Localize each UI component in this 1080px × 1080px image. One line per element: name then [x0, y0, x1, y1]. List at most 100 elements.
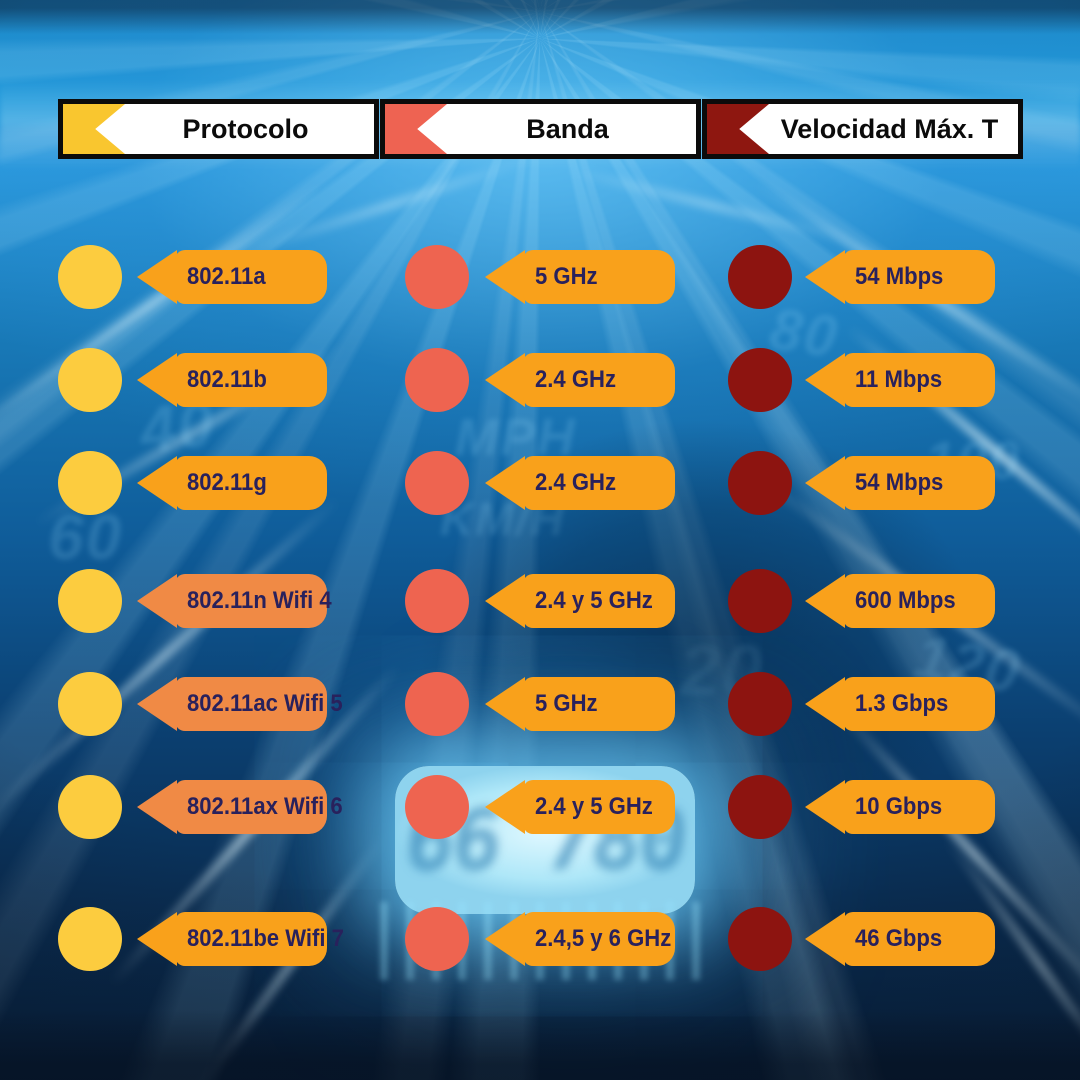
- speed-label: 1.3 Gbps: [855, 690, 949, 717]
- speed-tag: 11 Mbps: [805, 353, 995, 407]
- protocol-label: 802.11g: [187, 469, 267, 496]
- band-bullet: [405, 907, 469, 971]
- column-header-label: Banda: [526, 113, 609, 144]
- protocol-label: 802.11n Wifi 4: [187, 587, 332, 614]
- protocol-tag: 802.11be Wifi 7: [137, 912, 344, 966]
- table-row: 802.11g 2.4 GHz 54 Mbps: [0, 451, 1080, 515]
- speed-tag: 54 Mbps: [805, 250, 995, 304]
- protocol-bullet: [58, 672, 122, 736]
- tag-arrow-icon: [137, 574, 177, 628]
- tag-arrow-icon: [485, 677, 525, 731]
- speed-bullet: [728, 907, 792, 971]
- column-header-label: Protocolo: [182, 113, 309, 144]
- tag-arrow-icon: [805, 912, 845, 966]
- protocol-tag: 802.11ax Wifi 6: [137, 780, 343, 834]
- speed-bullet: [728, 348, 792, 412]
- band-tag: 2.4 y 5 GHz: [485, 780, 675, 834]
- protocol-label: 802.11ac Wifi 5: [187, 690, 343, 717]
- protocol-tag: 802.11g: [137, 456, 327, 510]
- tag-arrow-icon: [805, 780, 845, 834]
- protocol-bullet: [58, 569, 122, 633]
- protocol-bullet: [58, 348, 122, 412]
- band-label: 2.4 GHz: [535, 366, 616, 393]
- tag-arrow-icon: [805, 677, 845, 731]
- protocol-label: 802.11b: [187, 366, 267, 393]
- speed-label: 600 Mbps: [855, 587, 956, 614]
- column-header-velocidad: Velocidad Máx. T: [702, 99, 1023, 159]
- band-label: 5 GHz: [535, 263, 598, 290]
- band-label: 2.4 y 5 GHz: [535, 587, 653, 614]
- band-tag: 2.4 y 5 GHz: [485, 574, 675, 628]
- tag-arrow-icon: [485, 574, 525, 628]
- chevron-left-icon: [707, 104, 769, 154]
- tag-arrow-icon: [485, 780, 525, 834]
- speed-label: 54 Mbps: [855, 263, 944, 290]
- column-header-banda: Banda: [380, 99, 701, 159]
- tag-arrow-icon: [485, 456, 525, 510]
- band-bullet: [405, 569, 469, 633]
- band-tag: 2.4 GHz: [485, 353, 675, 407]
- tag-arrow-icon: [805, 353, 845, 407]
- speed-bullet: [728, 672, 792, 736]
- tag-arrow-icon: [485, 250, 525, 304]
- speed-bullet: [728, 775, 792, 839]
- protocol-tag: 802.11a: [137, 250, 327, 304]
- band-label: 2.4 y 5 GHz: [535, 793, 653, 820]
- band-bullet: [405, 245, 469, 309]
- band-bullet: [405, 348, 469, 412]
- speed-label: 46 Gbps: [855, 925, 943, 952]
- tag-arrow-icon: [137, 912, 177, 966]
- speed-bullet: [728, 451, 792, 515]
- tag-arrow-icon: [137, 456, 177, 510]
- chevron-left-icon: [385, 104, 447, 154]
- column-header-label: Velocidad Máx. T: [780, 113, 999, 144]
- chevron-left-icon: [63, 104, 125, 154]
- table-row: 802.11b 2.4 GHz 11 Mbps: [0, 348, 1080, 412]
- speed-label: 10 Gbps: [855, 793, 943, 820]
- speed-tag: 1.3 Gbps: [805, 677, 995, 731]
- band-label: 2.4,5 y 6 GHz: [535, 925, 672, 952]
- speed-bullet: [728, 569, 792, 633]
- band-bullet: [405, 775, 469, 839]
- speed-tag: 10 Gbps: [805, 780, 995, 834]
- protocol-bullet: [58, 451, 122, 515]
- protocol-label: 802.11ax Wifi 6: [187, 793, 343, 820]
- band-tag: 2.4 GHz: [485, 456, 675, 510]
- table-row: 802.11a 5 GHz 54 Mbps: [0, 245, 1080, 309]
- protocol-bullet: [58, 245, 122, 309]
- tag-arrow-icon: [485, 353, 525, 407]
- protocol-tag: 802.11b: [137, 353, 327, 407]
- table-row: 802.11ax Wifi 6 2.4 y 5 GHz 10 Gbps: [0, 775, 1080, 839]
- band-bullet: [405, 451, 469, 515]
- protocol-tag: 802.11ac Wifi 5: [137, 677, 343, 731]
- table-row: 802.11n Wifi 4 2.4 y 5 GHz 600 Mbps: [0, 569, 1080, 633]
- band-label: 2.4 GHz: [535, 469, 616, 496]
- protocol-tag: 802.11n Wifi 4: [137, 574, 332, 628]
- band-tag: 5 GHz: [485, 677, 675, 731]
- speed-tag: 600 Mbps: [805, 574, 995, 628]
- band-tag: 2.4,5 y 6 GHz: [485, 912, 675, 966]
- tag-arrow-icon: [485, 912, 525, 966]
- table-row: 802.11ac Wifi 5 5 GHz 1.3 Gbps: [0, 672, 1080, 736]
- speed-label: 11 Mbps: [855, 366, 943, 393]
- speed-bullet: [728, 245, 792, 309]
- tag-arrow-icon: [137, 677, 177, 731]
- band-tag: 5 GHz: [485, 250, 675, 304]
- column-header-protocolo: Protocolo: [58, 99, 379, 159]
- table-row: 802.11be Wifi 7 2.4,5 y 6 GHz 46 Gbps: [0, 907, 1080, 971]
- protocol-bullet: [58, 775, 122, 839]
- band-label: 5 GHz: [535, 690, 598, 717]
- protocol-bullet: [58, 907, 122, 971]
- tag-arrow-icon: [805, 250, 845, 304]
- band-bullet: [405, 672, 469, 736]
- speed-tag: 46 Gbps: [805, 912, 995, 966]
- speed-label: 54 Mbps: [855, 469, 944, 496]
- tag-arrow-icon: [805, 456, 845, 510]
- tag-arrow-icon: [137, 250, 177, 304]
- speed-tag: 54 Mbps: [805, 456, 995, 510]
- tag-arrow-icon: [137, 353, 177, 407]
- tag-arrow-icon: [137, 780, 177, 834]
- protocol-label: 802.11be Wifi 7: [187, 925, 344, 952]
- tag-arrow-icon: [805, 574, 845, 628]
